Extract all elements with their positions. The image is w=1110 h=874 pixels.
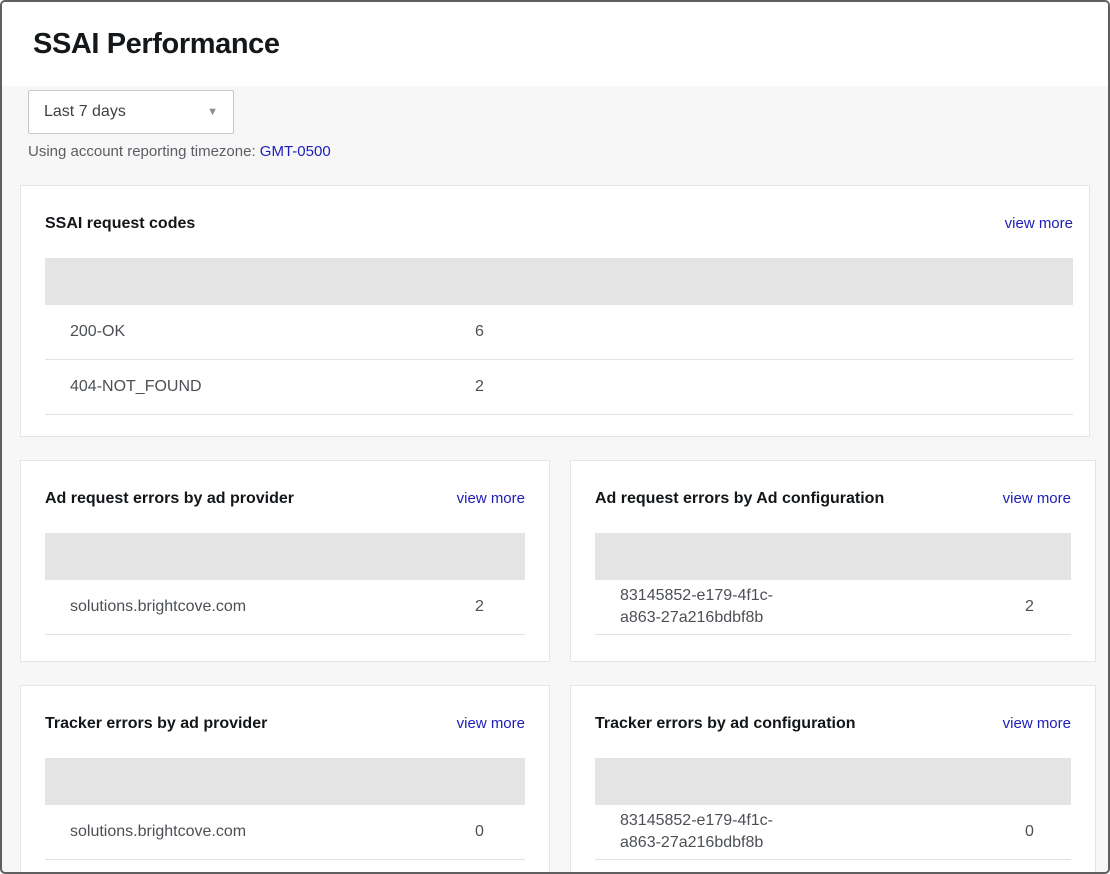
view-more-link[interactable]: view more <box>1004 215 1073 232</box>
row-value: 0 <box>475 823 484 840</box>
row-value: 2 <box>1025 598 1034 615</box>
row-value: 2 <box>475 598 484 615</box>
table-header-bar <box>45 758 525 805</box>
card-title: Ad request errors by Ad configuration <box>595 490 885 507</box>
view-more-link[interactable]: view more <box>1002 715 1071 732</box>
cards-grid: Ad request errors by ad provider view mo… <box>20 460 1108 872</box>
card-header: SSAI request codes view more <box>45 214 1073 234</box>
table-row: 83145852-e179-4f1c- a863-27a216bdbf8b 2 <box>595 580 1071 635</box>
row-label: solutions.brightcove.com <box>70 598 247 615</box>
table-row: 83145852-e179-4f1c- a863-27a216bdbf8b 0 <box>595 805 1071 860</box>
table-row: 404-NOT_FOUND 2 <box>45 360 1073 415</box>
card-title: SSAI request codes <box>45 215 196 232</box>
page-title: SSAI Performance <box>33 27 280 60</box>
card-header: Tracker errors by ad configuration view … <box>595 714 1071 734</box>
card-ad-request-errors-by-ad-provider: Ad request errors by ad provider view mo… <box>20 460 550 662</box>
card-header: Ad request errors by ad provider view mo… <box>45 489 525 509</box>
table-header-bar <box>595 758 1071 805</box>
card-header: Ad request errors by Ad configuration vi… <box>595 489 1071 509</box>
table-row: solutions.brightcove.com 0 <box>45 805 525 860</box>
row-value: 2 <box>475 378 484 395</box>
table-row: solutions.brightcove.com 2 <box>45 580 525 635</box>
card-ad-request-errors-by-ad-configuration: Ad request errors by Ad configuration vi… <box>570 460 1096 662</box>
chevron-down-icon: ▼ <box>207 106 218 118</box>
timezone-note: Using account reporting timezone: GMT-05… <box>28 143 1082 160</box>
table-row: 200-OK 6 <box>45 305 1073 360</box>
card-title: Tracker errors by ad provider <box>45 715 268 732</box>
app-header: SSAI Performance <box>2 2 1108 86</box>
card-ssai-request-codes: SSAI request codes view more 200-OK 6 40… <box>20 185 1090 437</box>
card-tracker-errors-by-ad-configuration: Tracker errors by ad configuration view … <box>570 685 1096 872</box>
row-label: 200-OK <box>70 323 126 340</box>
card-header: Tracker errors by ad provider view more <box>45 714 525 734</box>
table-header-bar <box>45 533 525 580</box>
timezone-link[interactable]: GMT-0500 <box>259 143 331 160</box>
row-value: 0 <box>1025 823 1034 840</box>
row-label: 83145852-e179-4f1c- a863-27a216bdbf8b <box>620 587 774 626</box>
row-value: 6 <box>475 323 484 340</box>
view-more-link[interactable]: view more <box>1002 490 1071 507</box>
card-title: Ad request errors by ad provider <box>45 490 294 507</box>
row-label: 83145852-e179-4f1c- a863-27a216bdbf8b <box>620 812 774 851</box>
view-more-link[interactable]: view more <box>456 715 525 732</box>
timezone-label: Using account reporting timezone: <box>28 143 256 160</box>
date-range-dropdown[interactable]: Last 7 days ▼ <box>28 90 234 134</box>
view-more-link[interactable]: view more <box>456 490 525 507</box>
date-range-selected-value: Last 7 days <box>44 103 126 120</box>
dashboard-content: SSAI request codes view more 200-OK 6 40… <box>2 185 1108 872</box>
card-tracker-errors-by-ad-provider: Tracker errors by ad provider view more … <box>20 685 550 872</box>
row-label: 404-NOT_FOUND <box>70 378 202 395</box>
filter-bar: Last 7 days ▼ Using account reporting ti… <box>2 86 1108 160</box>
table-header-bar <box>45 258 1073 305</box>
row-label: solutions.brightcove.com <box>70 823 247 840</box>
card-title: Tracker errors by ad configuration <box>595 715 856 732</box>
table-header-bar <box>595 533 1071 580</box>
